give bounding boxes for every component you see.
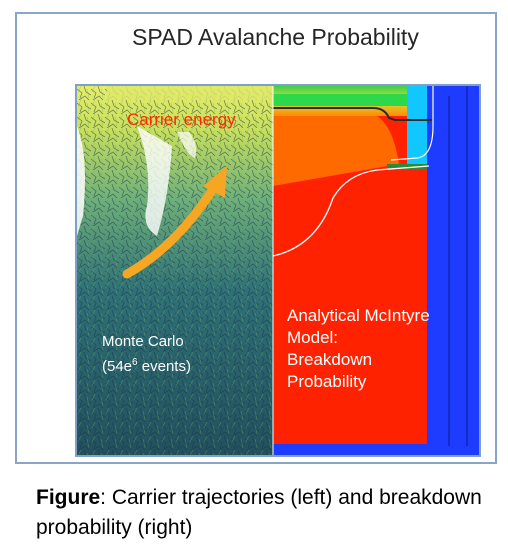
monte-carlo-line1: Monte Carlo <box>102 333 184 350</box>
mcintyre-line2: Model: <box>287 328 339 347</box>
mcintyre-line4: Probability <box>287 372 367 391</box>
monte-carlo-line2-prefix: (54e <box>102 358 133 375</box>
mcintyre-line3: Breakdown <box>287 350 373 369</box>
caption-bold: Figure <box>36 486 101 509</box>
monte-carlo-line2-suffix: events) <box>137 358 191 375</box>
monte-carlo-exponent: 6 <box>132 357 138 368</box>
mcintyre-line1: Analytical McIntyre <box>287 306 430 325</box>
simulation-graphic <box>77 86 479 455</box>
figure-title: SPAD Avalanche Probability <box>132 24 419 50</box>
mcintyre-label: Analytical McIntyre Model: Breakdown Pro… <box>287 305 477 393</box>
figure-caption: Figure: Carrier trajectories (left) and … <box>36 483 496 543</box>
simulation-image <box>75 84 481 457</box>
monte-carlo-label: Monte Carlo (54e6 events) <box>102 331 252 377</box>
caption-text: : Carrier trajectories (left) and breakd… <box>36 486 482 539</box>
carrier-energy-label: Carrier energy <box>127 110 236 129</box>
